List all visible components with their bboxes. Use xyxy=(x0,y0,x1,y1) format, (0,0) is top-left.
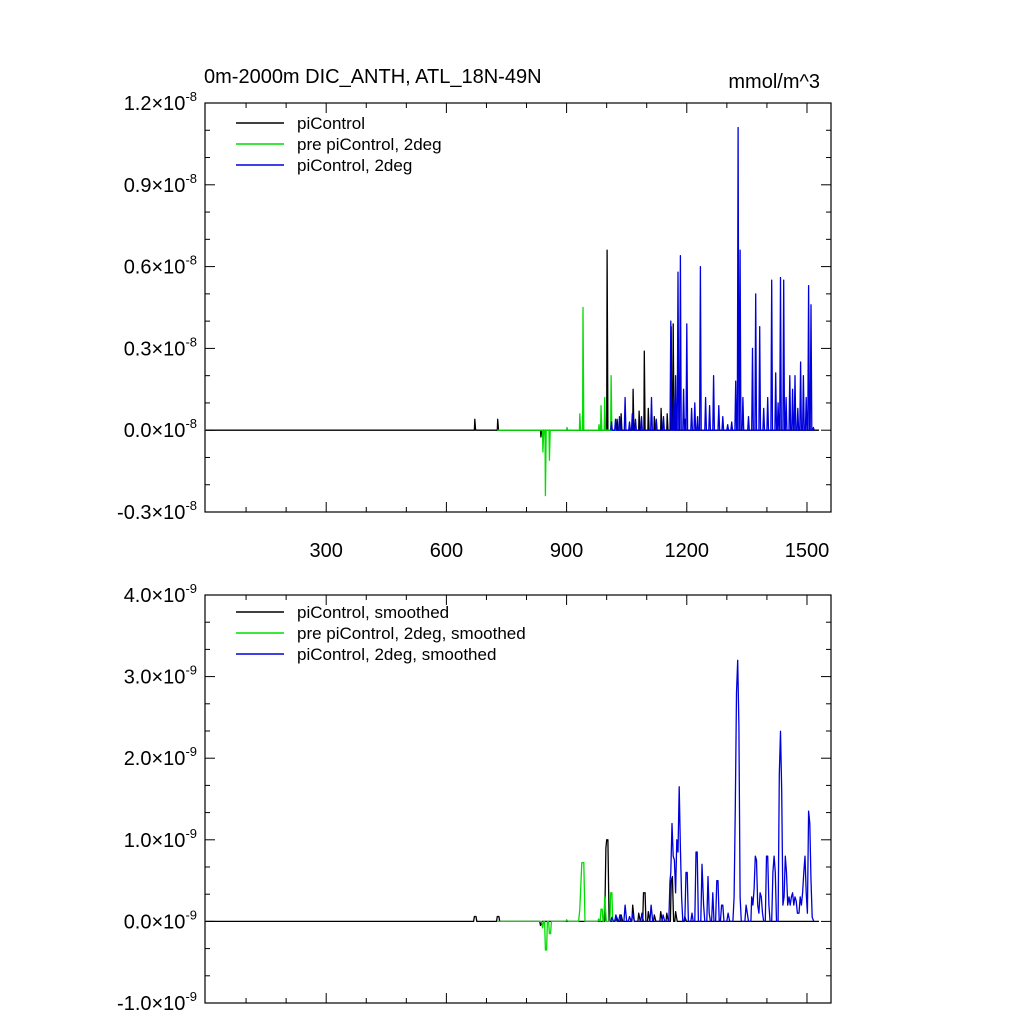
y-tick-label: 1.0×10-9 xyxy=(124,826,197,852)
y-tick-exponent: -9 xyxy=(185,581,197,596)
y-tick-scale: ×10 xyxy=(152,748,186,770)
y-tick-label: 4.0×10-9 xyxy=(124,581,197,607)
x-tick-label: 1500 xyxy=(785,540,830,562)
y-tick-exponent: -9 xyxy=(185,826,197,841)
y-tick-label: 2.0×10-9 xyxy=(124,744,197,770)
legend-label: piControl, 2deg xyxy=(297,156,412,175)
series-line-2 xyxy=(610,659,815,923)
y-tick-exponent: -9 xyxy=(185,663,197,678)
y-tick-scale: ×10 xyxy=(152,667,186,689)
y-tick-exponent: -8 xyxy=(185,334,197,349)
y-tick-exponent: -8 xyxy=(185,171,197,186)
y-tick-value: -0.3 xyxy=(117,502,151,524)
chart-units: mmol/m^3 xyxy=(728,71,820,93)
series-line-0 xyxy=(206,839,819,927)
y-tick-label: 0.0×10-8 xyxy=(124,416,197,442)
plot-top: 300 600 900 1200 15001.2×10-80.9×10-80.6×10-… xyxy=(117,89,832,562)
plot-frame xyxy=(204,102,832,513)
y-tick-value: 3.0 xyxy=(124,667,152,689)
y-tick-label: -0.3×10-8 xyxy=(117,498,197,524)
y-tick-value: 1.2 xyxy=(124,93,152,115)
x-tick-label: 300 xyxy=(310,540,343,562)
legend-label: piControl, 2deg, smoothed xyxy=(297,645,496,664)
y-tick-value: 4.0 xyxy=(124,585,152,607)
y-tick-label: -1.0×10-9 xyxy=(117,989,197,1015)
y-tick-exponent: -9 xyxy=(185,744,197,759)
series-line-2 xyxy=(610,126,815,431)
y-tick-scale: ×10 xyxy=(152,93,186,115)
y-tick-label: 1.2×10-8 xyxy=(124,89,197,115)
y-tick-label: 0.9×10-8 xyxy=(124,171,197,197)
legend-label: pre piControl, 2deg xyxy=(297,135,442,154)
legend-label: piControl, smoothed xyxy=(297,603,449,622)
y-tick-value: -1.0 xyxy=(117,993,151,1015)
y-tick-value: 2.0 xyxy=(124,748,152,770)
y-tick-value: 1.0 xyxy=(124,830,152,852)
y-tick-exponent: -8 xyxy=(185,253,197,268)
y-tick-exponent: -9 xyxy=(185,989,197,1004)
x-tick-label: 600 xyxy=(430,540,463,562)
y-tick-label: 0.6×10-8 xyxy=(124,253,197,279)
y-tick-exponent: -9 xyxy=(185,907,197,922)
y-tick-exponent: -8 xyxy=(185,416,197,431)
y-tick-scale: ×10 xyxy=(152,830,186,852)
y-tick-label: 3.0×10-9 xyxy=(124,663,197,689)
y-tick-exponent: -8 xyxy=(185,89,197,104)
y-tick-label: 0.0×10-9 xyxy=(124,907,197,933)
y-tick-value: 0.0 xyxy=(124,420,152,442)
y-tick-scale: ×10 xyxy=(152,911,186,933)
x-tick-label: 900 xyxy=(550,540,583,562)
legend-label: pre piControl, 2deg, smoothed xyxy=(297,624,526,643)
plot-frame xyxy=(204,594,832,1004)
series-line-1 xyxy=(497,861,619,951)
y-tick-value: 0.3 xyxy=(124,338,152,360)
y-tick-scale: ×10 xyxy=(152,993,186,1015)
y-tick-scale: ×10 xyxy=(152,338,186,360)
y-tick-scale: ×10 xyxy=(152,420,186,442)
y-tick-label: 0.3×10-8 xyxy=(124,334,197,360)
y-tick-scale: ×10 xyxy=(152,175,186,197)
y-tick-scale: ×10 xyxy=(152,585,186,607)
legend-label: piControl xyxy=(297,114,365,133)
plot-bottom: 4.0×10-93.0×10-92.0×10-91.0×10-90.0×10-9… xyxy=(117,581,832,1015)
x-tick-label: 1200 xyxy=(665,540,710,562)
chart-title: 0m-2000m DIC_ANTH, ATL_18N-49N xyxy=(204,66,542,88)
y-tick-scale: ×10 xyxy=(152,502,186,524)
y-tick-scale: ×10 xyxy=(152,257,186,279)
series-line-0 xyxy=(206,249,819,438)
y-tick-value: 0.0 xyxy=(124,911,152,933)
y-tick-value: 0.9 xyxy=(124,175,152,197)
y-tick-exponent: -8 xyxy=(185,498,197,513)
series-line-1 xyxy=(497,306,619,497)
y-tick-value: 0.6 xyxy=(124,257,152,279)
